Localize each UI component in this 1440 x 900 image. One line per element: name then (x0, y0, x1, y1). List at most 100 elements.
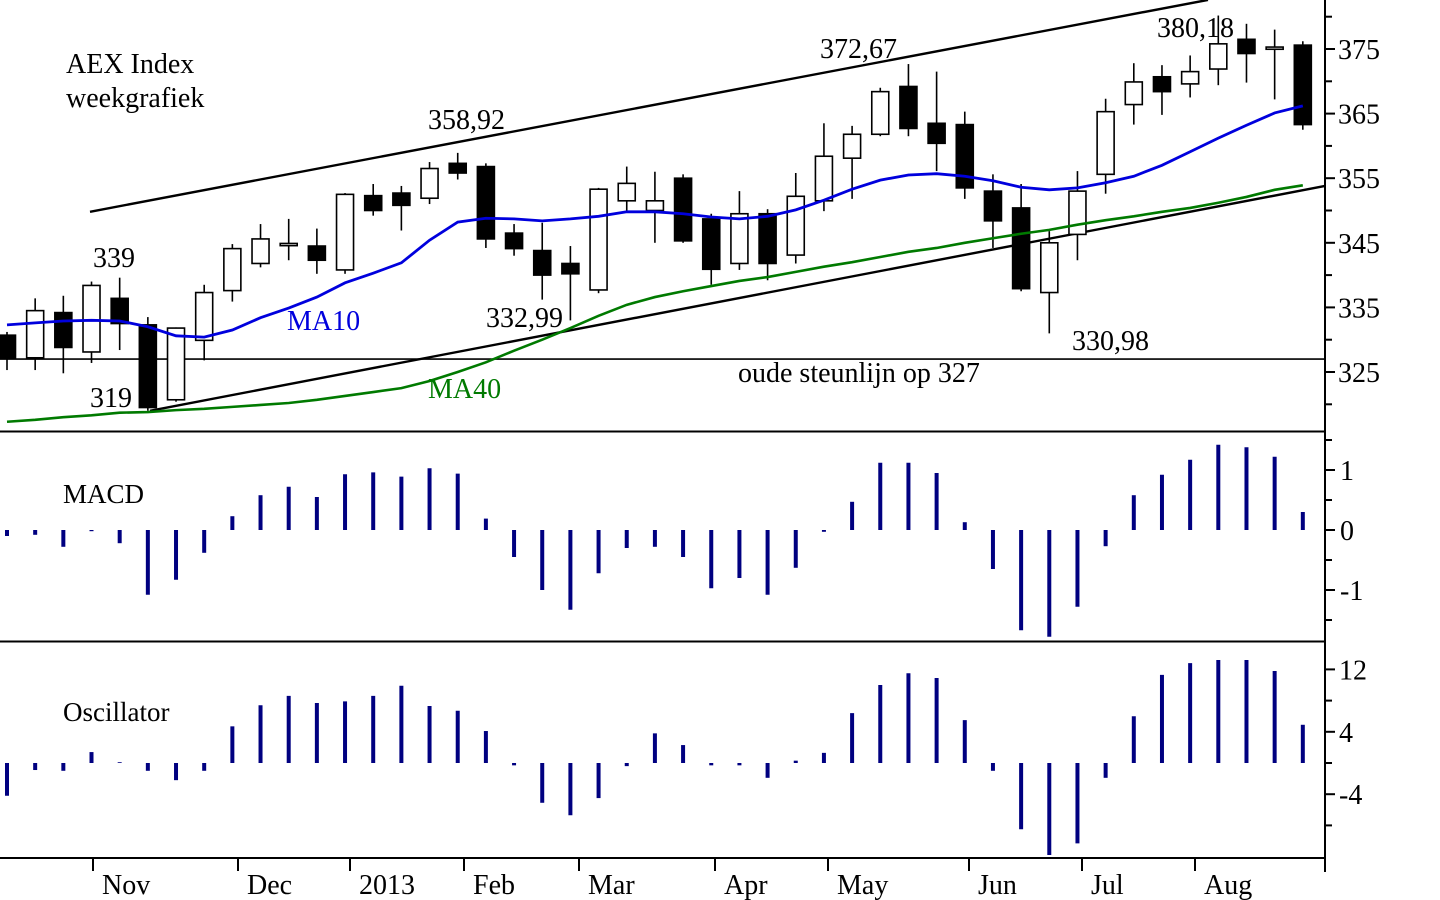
candle-body-up (335, 193, 355, 271)
price-annotation: 380,18 (1157, 13, 1234, 44)
oscillator-histogram (5, 660, 1305, 856)
candle-body-up (1265, 46, 1284, 51)
candle (1237, 23, 1256, 83)
candle-body-down (392, 192, 411, 207)
candle-body-up (1068, 190, 1087, 236)
candle-body-up (589, 188, 608, 291)
candle (758, 209, 777, 281)
candle (1096, 98, 1115, 194)
month-label: Feb (473, 870, 515, 900)
candle-body-up (223, 247, 242, 292)
month-label: Mar (588, 870, 635, 900)
candle (1265, 29, 1284, 100)
candle-body-up (279, 242, 299, 247)
ma40-line (6, 184, 1304, 424)
candle-body-down (532, 249, 552, 276)
candle-body-down (561, 262, 580, 275)
chart-title-line2: weekgrafiek (66, 83, 204, 114)
candle (561, 246, 580, 321)
candle (54, 295, 73, 374)
candle (532, 222, 552, 300)
ma40-label: MA40 (428, 374, 501, 405)
candle (1039, 231, 1059, 334)
candle-body-down (955, 123, 975, 189)
candle-body-down (504, 232, 524, 250)
chart-title-line1: AEX Index (66, 49, 194, 80)
month-label: Jul (1091, 870, 1124, 900)
candle-body-down (899, 85, 918, 130)
upper-channel (89, 0, 1209, 213)
chart-plot-area: 375 365 355 345 335 325 1 0 -1 12 4 -4 Nov Dec 2013 Feb… (0, 0, 1380, 900)
candle-body-up (1209, 43, 1228, 70)
candle (1180, 55, 1200, 98)
price-tick-label: 355 (1338, 164, 1380, 195)
candle (617, 166, 637, 212)
candle (1152, 65, 1172, 115)
candle (194, 284, 214, 361)
candle (110, 277, 129, 351)
candle-body-up (82, 284, 101, 353)
candle-body-up (251, 238, 270, 265)
candle (1011, 184, 1031, 292)
month-label: Jun (978, 870, 1017, 900)
candle-body-down (1293, 44, 1313, 126)
candle-body-down (701, 218, 721, 271)
oscillator-tick-label: -4 (1339, 780, 1362, 811)
candle (1068, 171, 1087, 261)
candle (448, 152, 468, 180)
price-tick-label: 365 (1338, 100, 1380, 131)
candle (1293, 41, 1313, 130)
candle (673, 174, 693, 243)
month-label: Aug (1204, 870, 1252, 900)
lower-channel (149, 184, 1326, 412)
candle-body-down (138, 324, 158, 409)
macd-tick-label: -1 (1340, 576, 1363, 607)
candle-body-down (110, 297, 129, 325)
support-line-label: oude steunlijn op 327 (738, 358, 980, 389)
candle (138, 317, 158, 411)
candle-body-up (166, 327, 186, 401)
candle (476, 163, 496, 248)
candle-body-up (25, 309, 45, 359)
oscillator-tick-label: 12 (1339, 655, 1367, 686)
candle-body-down (0, 334, 17, 359)
candle (307, 228, 327, 274)
candle (899, 64, 918, 137)
candle (251, 224, 270, 268)
candle (363, 184, 383, 216)
price-tick-label: 345 (1338, 229, 1380, 260)
price-annotation: 372,67 (820, 34, 897, 65)
candle (166, 327, 186, 402)
price-annotations: 339 319 358,92 332,99 372,67 330,98 380,18 (90, 13, 1234, 414)
candle (842, 125, 862, 199)
candle-body-down (307, 245, 327, 262)
macd-tick-label: 0 (1340, 516, 1354, 547)
candle-body-down (927, 122, 946, 145)
candle-body-up (870, 90, 890, 136)
candle (0, 331, 17, 371)
candle-body-down (476, 165, 496, 240)
candle-body-down (363, 194, 383, 212)
candle (1209, 15, 1228, 86)
price-annotation: 339 (93, 243, 135, 274)
candle-body-up (194, 291, 214, 342)
candle-body-up (842, 133, 862, 159)
candle-body-up (786, 195, 806, 256)
candle (814, 123, 834, 212)
month-label: Dec (247, 870, 292, 900)
candle-body-down (983, 190, 1003, 222)
candle-body-down (1152, 75, 1172, 93)
candle (870, 87, 890, 137)
price-tick-label: 375 (1338, 35, 1380, 66)
candle (701, 213, 721, 285)
macd-panel-label: MACD (63, 479, 144, 509)
oscillator-panel-label: Oscillator (63, 697, 169, 727)
oscillator-tick-label: 4 (1339, 718, 1353, 749)
candle (223, 244, 242, 302)
price-annotation: 319 (90, 383, 132, 414)
candle-body-up (645, 200, 665, 212)
candle-body-up (1039, 242, 1059, 294)
candle-body-down (1011, 207, 1031, 290)
